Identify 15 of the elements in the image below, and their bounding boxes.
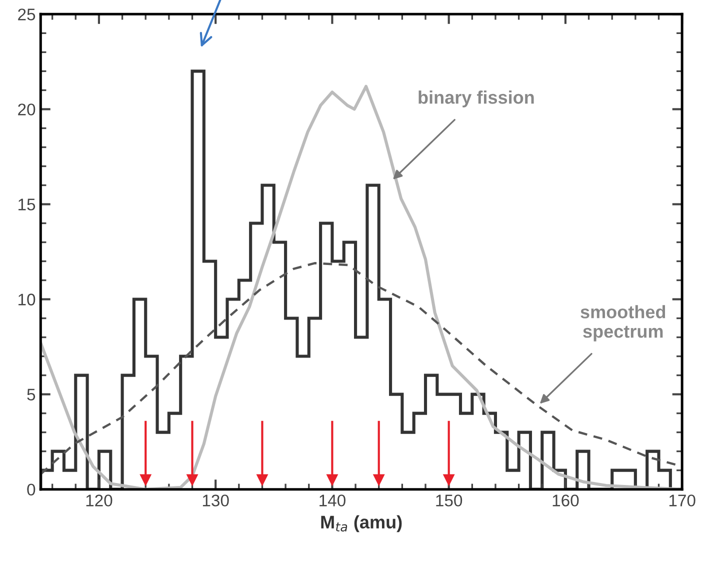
y-tick-label: 5	[27, 388, 36, 400]
y-tick-label: 10	[18, 294, 36, 306]
x-tick-label: 130	[202, 494, 229, 506]
annotation: binary fission	[418, 90, 534, 108]
y-tick-label: 0	[27, 484, 36, 496]
x-tick-label: 120	[86, 494, 112, 506]
y-tick-label: 25	[18, 8, 36, 20]
x-tick-label: 160	[552, 494, 579, 506]
x-tick-label: 170	[669, 494, 696, 506]
x-axis-title: M$_{ta}$ (amu)	[321, 515, 402, 532]
x-tick-label: 140	[320, 494, 346, 506]
y-tick-label: 20	[18, 104, 36, 116]
annotation: smoothed spectrum	[580, 305, 666, 342]
y-tick-label: 15	[18, 198, 36, 210]
x-tick-label: 150	[436, 494, 462, 506]
